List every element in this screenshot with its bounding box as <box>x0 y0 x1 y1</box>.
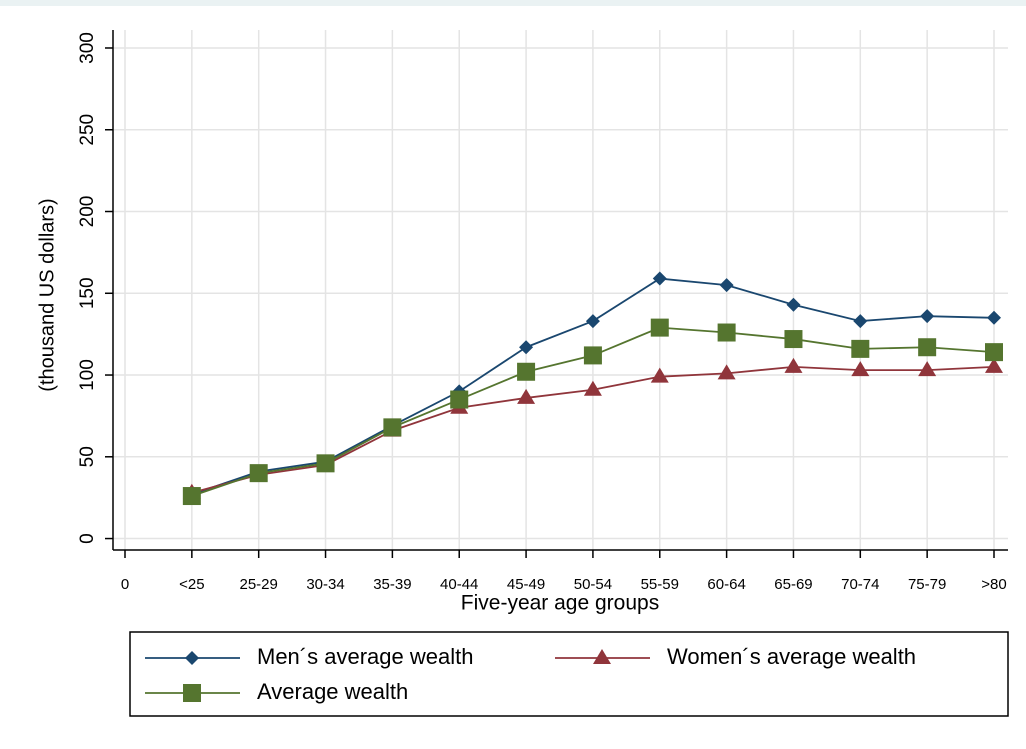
marker <box>519 340 534 355</box>
y-tick-label: 0 <box>77 533 98 544</box>
y-tick-label: 200 <box>77 196 98 228</box>
marker <box>517 388 536 404</box>
marker <box>652 271 667 286</box>
x-tick-label: 60-64 <box>707 576 745 593</box>
marker <box>593 649 611 664</box>
marker <box>183 684 201 702</box>
marker <box>450 390 469 409</box>
x-tick-label: 75-79 <box>908 576 946 593</box>
top-strip <box>0 0 1026 6</box>
legend-box <box>129 631 1009 717</box>
marker <box>985 343 1003 362</box>
x-tick-label: <25 <box>179 576 204 593</box>
x-tick-label: 65-69 <box>774 576 812 593</box>
marker <box>920 309 935 324</box>
y-tick-label: 300 <box>77 32 98 64</box>
x-tick-label: 45-49 <box>507 576 545 593</box>
x-tick-label: 55-59 <box>641 576 679 593</box>
x-tick-label: 35-39 <box>373 576 411 593</box>
marker <box>182 487 201 506</box>
marker <box>650 318 669 337</box>
legend-label: Women´s average wealth <box>667 644 916 669</box>
x-tick-label: 0 <box>121 576 129 593</box>
marker <box>784 330 803 349</box>
marker <box>918 361 937 377</box>
marker <box>717 323 736 342</box>
marker <box>650 367 669 383</box>
marker <box>185 651 199 665</box>
legend-label: Average wealth <box>257 679 408 704</box>
y-tick-label: 50 <box>77 446 98 467</box>
marker <box>717 364 736 380</box>
marker <box>585 314 600 329</box>
marker <box>786 297 801 312</box>
marker <box>583 380 602 396</box>
marker <box>985 357 1003 373</box>
marker <box>987 310 1001 325</box>
marker <box>583 346 602 365</box>
marker <box>316 454 335 473</box>
x-tick-label: 30-34 <box>306 576 344 593</box>
marker <box>517 362 536 381</box>
x-tick-label: 70-74 <box>841 576 879 593</box>
x-tick-label: 50-54 <box>574 576 612 593</box>
marker <box>853 314 868 329</box>
marker <box>784 357 803 373</box>
y-tick-label: 250 <box>77 114 98 146</box>
marker <box>249 464 268 483</box>
x-tick-label: 40-44 <box>440 576 478 593</box>
marker <box>851 361 870 377</box>
x-axis-label: Five-year age groups <box>461 592 659 615</box>
y-tick-label: 100 <box>77 359 98 391</box>
x-tick-label: 25-29 <box>240 576 278 593</box>
legend-label: Men´s average wealth <box>257 644 473 669</box>
marker <box>851 339 870 358</box>
y-axis-label: (thousand US dollars) <box>36 198 58 391</box>
marker <box>383 418 402 437</box>
x-tick-label: >80 <box>981 576 1006 593</box>
marker <box>918 338 937 357</box>
marker <box>719 278 734 293</box>
y-tick-label: 150 <box>77 277 98 309</box>
